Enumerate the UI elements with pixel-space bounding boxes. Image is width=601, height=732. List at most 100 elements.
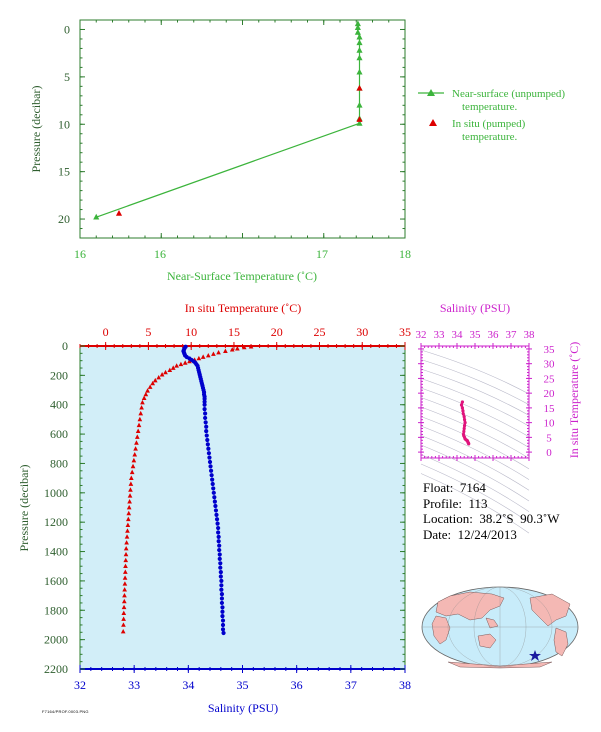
density-contour — [420, 425, 530, 480]
salinity-point — [216, 530, 221, 535]
legend-label-in-situ-1: In situ (pumped) — [452, 118, 526, 130]
top-x-axis-label: Near-Surface Temperature (˚C) — [167, 269, 317, 283]
temperature-point — [123, 551, 129, 557]
pressure-tick-label: 1400 — [44, 545, 68, 559]
salinity-point — [219, 583, 224, 588]
temp-axis-tick-label: 35 — [399, 325, 411, 339]
world-map — [421, 586, 579, 669]
near-surface-marker — [356, 33, 363, 40]
legend-marker-near-surface — [427, 89, 435, 96]
salinity-point — [211, 486, 216, 491]
top-x-tick-label: 16 — [74, 247, 86, 261]
in-situ-marker — [356, 116, 363, 122]
density-contour — [420, 473, 530, 534]
temperature-point — [145, 388, 150, 393]
salinity-point — [204, 433, 209, 438]
top-plot-frame — [79, 19, 406, 239]
temp-axis-tick-label: 0 — [103, 325, 109, 339]
float-location-marker — [529, 650, 541, 661]
temperature-point — [122, 569, 128, 574]
temperature-point — [187, 358, 192, 364]
temperature-point — [123, 557, 129, 563]
date: Date: 12/24/2013 — [423, 526, 517, 542]
near-surface-marker — [354, 20, 361, 27]
temperature-point — [124, 540, 129, 545]
temperature-point — [159, 372, 165, 377]
temperature-point — [235, 346, 240, 351]
salinity-point — [216, 534, 221, 539]
near-surface-marker — [356, 54, 363, 61]
ts-x-tick-label: 33 — [434, 329, 446, 341]
near-surface-marker — [356, 101, 363, 108]
temperature-point — [229, 347, 235, 352]
temperature-point — [127, 493, 133, 498]
temperature-point — [205, 352, 211, 358]
pressure-tick-label: 200 — [50, 368, 68, 382]
temperature-point — [152, 377, 158, 383]
file-label: F7164/PROF.0003.PNG — [42, 709, 89, 714]
temp-axis-tick-label: 10 — [185, 325, 197, 339]
profile-plot-area — [79, 345, 406, 670]
temperature-point — [141, 395, 147, 400]
salinity-point — [219, 578, 224, 584]
salinity-point — [220, 618, 226, 623]
ts-x-tick-label: 35 — [470, 329, 482, 341]
salinity-point — [220, 614, 225, 619]
salinity-point — [202, 399, 207, 404]
salinity-point — [213, 503, 218, 509]
temp-axis-tick-label: 25 — [313, 325, 325, 339]
profile-top-axis-label: In situ Temperature (˚C) — [185, 301, 302, 315]
salinity-axis-tick-label: 35 — [237, 678, 249, 692]
salinity-point — [213, 508, 219, 513]
location: Location: 38.2˚S 90.3˚W — [423, 511, 560, 526]
ts-point — [467, 442, 471, 446]
salinity-point — [210, 481, 215, 487]
salinity-point — [217, 556, 222, 561]
temp-axis-tick-label: 20 — [271, 325, 283, 339]
salinity-point — [220, 627, 226, 632]
temperature-point — [134, 440, 139, 445]
salinity-point — [208, 464, 213, 469]
top-x-tick-label: 16 — [154, 247, 166, 261]
salinity-point — [219, 596, 225, 601]
ts-point — [460, 406, 464, 410]
density-contour — [420, 359, 530, 405]
salinity-point — [208, 468, 214, 473]
top-y-tick-label: 0 — [64, 22, 70, 36]
temperature-point — [134, 434, 140, 439]
salinity-point — [210, 477, 215, 482]
salinity-point — [204, 429, 209, 434]
ts-x-tick-label: 36 — [488, 329, 500, 341]
temperature-point — [121, 598, 127, 604]
ts-point — [462, 426, 466, 431]
top-y-tick-label: 15 — [58, 165, 70, 179]
pressure-tick-label: 400 — [50, 398, 68, 412]
temperature-point — [126, 510, 132, 516]
salinity-point — [203, 415, 208, 421]
profile-y-axis-label: Pressure (decibar) — [17, 465, 31, 552]
density-contour — [420, 435, 530, 491]
legend-label-near-surface-1: Near-surface (unpumped) — [452, 88, 565, 100]
ts-series — [459, 400, 471, 446]
ts-x-tick-label: 34 — [452, 329, 464, 341]
salinity-axis-tick-label: 37 — [345, 678, 357, 692]
temperature-point — [126, 504, 132, 510]
ts-ticks: 32 33 34 35 36 37 38 0 5 10 15 20 25 30 35 — [416, 329, 556, 461]
profile-number: Profile: 113 — [423, 495, 488, 511]
near-surface-marker — [93, 213, 100, 220]
ts-y-tick-label: 25 — [544, 373, 556, 385]
temperature-point — [130, 463, 136, 469]
temperature-point — [121, 616, 126, 621]
in-situ-marker — [356, 84, 363, 91]
temperature-point — [131, 457, 137, 463]
top-y-tick-label: 10 — [58, 117, 70, 131]
temperature-point — [121, 622, 126, 627]
temperature-point — [140, 399, 145, 405]
temp-axis-tick-label: 5 — [145, 325, 151, 339]
near-surface-marker — [356, 46, 363, 53]
map-land — [431, 591, 571, 669]
map-land-asia-islands — [485, 617, 499, 629]
temperature-point — [211, 351, 216, 356]
ts-point — [462, 423, 467, 428]
